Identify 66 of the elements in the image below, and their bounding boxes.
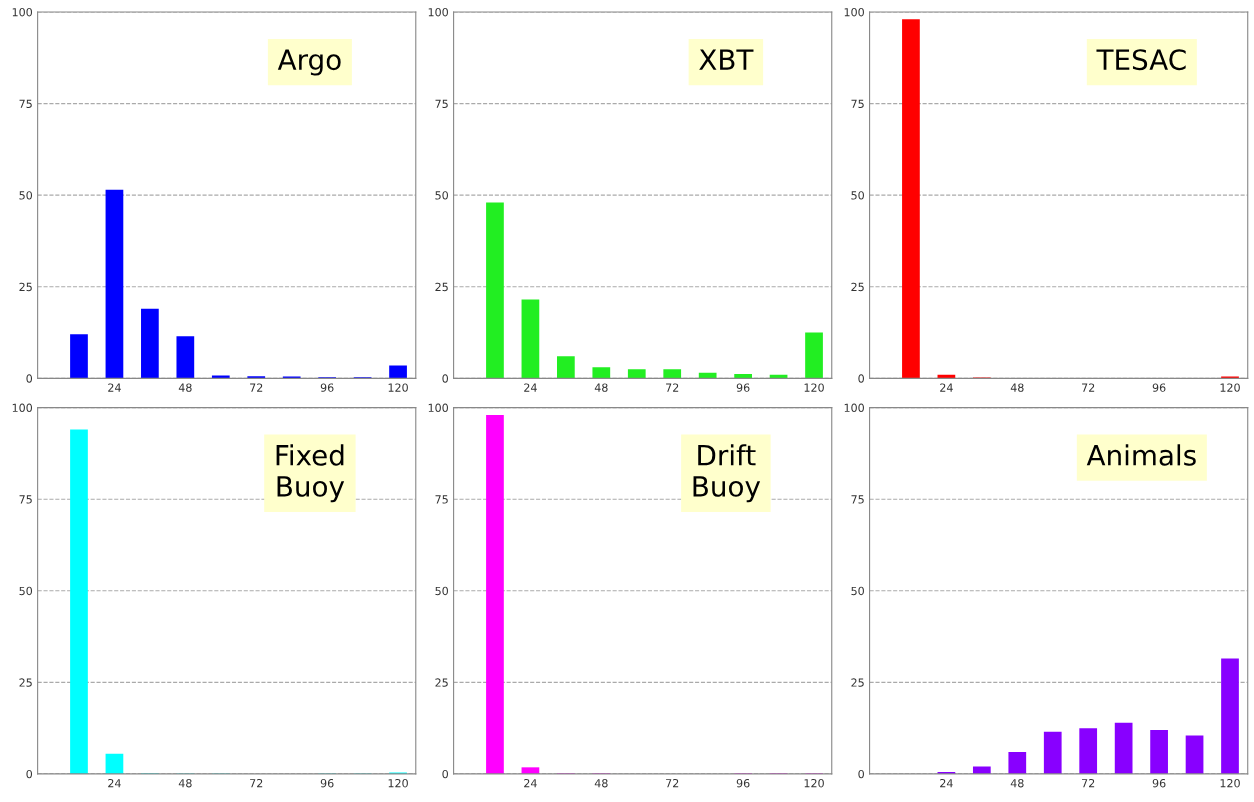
- y-tick-label: 50: [435, 191, 448, 200]
- text: TESAC: [1096, 49, 1186, 71]
- y-tick-label: 0: [442, 769, 448, 779]
- y-tick-label: 75: [435, 495, 448, 504]
- y-tick-label: 100: [428, 403, 448, 413]
- x-tick-label: 48: [178, 383, 192, 392]
- y-tick-label: 100: [12, 403, 33, 413]
- text: XBT: [699, 49, 754, 70]
- x-tick-label: 96: [320, 778, 334, 788]
- y-tick-label: 50: [19, 586, 33, 596]
- x-tick-label: 24: [524, 778, 537, 788]
- y-tick-label: 75: [435, 99, 448, 108]
- x-tick-label: 72: [666, 778, 679, 788]
- y-tick-label: 75: [19, 495, 32, 504]
- text: Animals: [1086, 444, 1196, 466]
- x-tick-label: 48: [594, 383, 608, 392]
- y-tick-label: 50: [19, 191, 33, 200]
- y-tick-label: 75: [851, 495, 864, 504]
- x-tick-label: 24: [940, 383, 953, 392]
- x-tick-label: 120: [388, 778, 408, 788]
- y-tick-label: 100: [844, 8, 864, 17]
- x-tick-label: 120: [1220, 383, 1240, 392]
- x-tick-label: 120: [804, 778, 824, 788]
- y-tick-label: 100: [12, 8, 33, 17]
- x-tick-label: 96: [1152, 778, 1166, 788]
- x-tick-label: 120: [1220, 778, 1240, 788]
- x-tick-label: 72: [250, 778, 263, 788]
- y-tick-label: 50: [851, 586, 864, 596]
- x-tick-label: 96: [320, 383, 334, 392]
- x-tick-label: 96: [1152, 383, 1166, 392]
- x-tick-label: 120: [804, 383, 824, 392]
- y-tick-label: 0: [26, 374, 33, 383]
- y-tick-label: 0: [26, 769, 33, 779]
- x-tick-label: 48: [1010, 383, 1024, 392]
- y-tick-label: 25: [19, 282, 32, 292]
- x-tick-label: 24: [108, 383, 121, 392]
- text: Argo: [277, 49, 341, 76]
- y-tick-label: 25: [851, 282, 864, 292]
- y-tick-label: 25: [435, 282, 448, 292]
- x-tick-label: 120: [388, 383, 408, 392]
- y-tick-label: 25: [435, 678, 448, 687]
- x-tick-label: 48: [594, 778, 608, 788]
- x-tick-label: 72: [1082, 778, 1095, 788]
- y-tick-label: 75: [851, 99, 864, 108]
- text: Drift Buoy: [693, 444, 761, 503]
- y-tick-label: 0: [858, 374, 864, 383]
- y-tick-label: 25: [19, 678, 32, 687]
- x-tick-label: 72: [250, 383, 263, 392]
- y-tick-label: 75: [19, 99, 32, 108]
- x-tick-label: 96: [736, 778, 750, 788]
- x-tick-label: 72: [666, 383, 679, 392]
- y-tick-label: 50: [435, 586, 448, 596]
- y-tick-label: 100: [428, 8, 448, 17]
- y-tick-label: 50: [851, 191, 864, 200]
- y-tick-label: 25: [851, 678, 864, 687]
- x-tick-label: 24: [108, 778, 121, 788]
- x-tick-label: 96: [736, 383, 750, 392]
- x-tick-label: 48: [1010, 778, 1024, 788]
- x-tick-label: 24: [940, 778, 953, 788]
- x-tick-label: 24: [524, 383, 537, 392]
- x-tick-label: 72: [1082, 383, 1095, 392]
- text: Fixed Buoy: [276, 444, 345, 503]
- x-tick-label: 48: [178, 778, 192, 788]
- y-tick-label: 0: [858, 769, 864, 779]
- y-tick-label: 100: [844, 403, 864, 413]
- y-tick-label: 0: [442, 374, 448, 383]
